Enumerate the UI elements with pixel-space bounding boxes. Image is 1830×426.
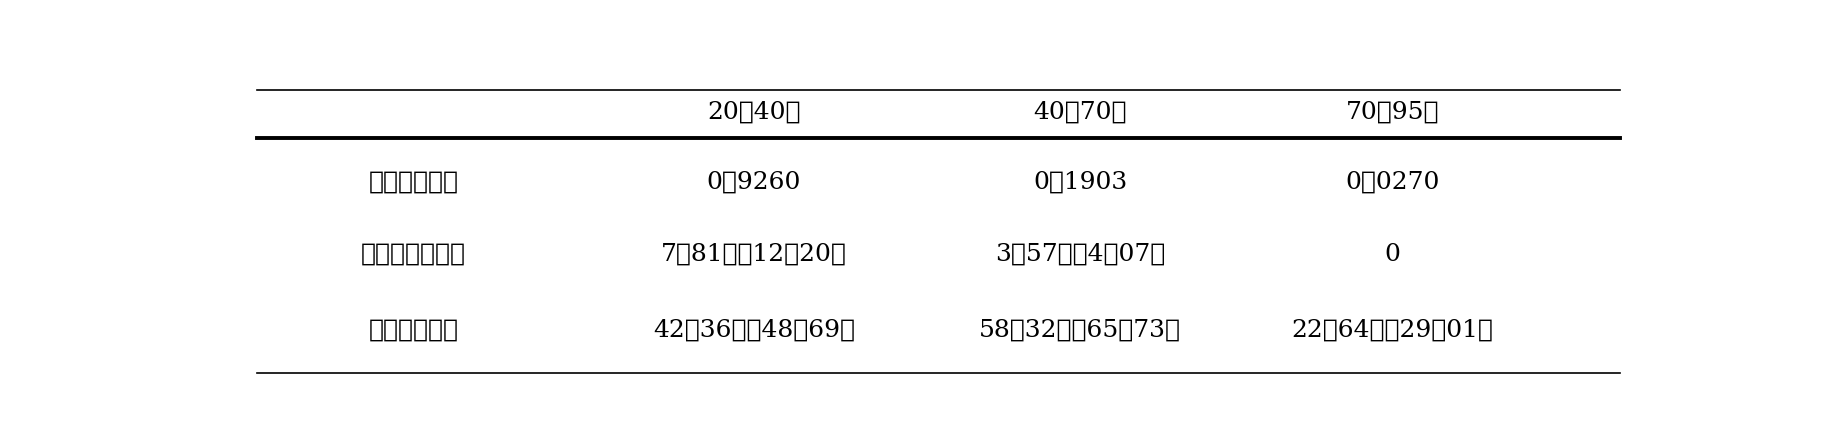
Text: 42．36％－48．69％: 42．36％－48．69％	[653, 319, 855, 341]
Text: 0．0270: 0．0270	[1345, 171, 1438, 194]
Text: 22．64％－29．01％: 22．64％－29．01％	[1290, 319, 1493, 341]
Text: 浸膏量（克）: 浸膏量（克）	[368, 171, 458, 194]
Text: 40－70％: 40－70％	[1032, 100, 1127, 123]
Text: 0．9260: 0．9260	[706, 171, 802, 194]
Text: 总黄酮的含量: 总黄酮的含量	[368, 319, 458, 341]
Text: 70－95％: 70－95％	[1345, 100, 1438, 123]
Text: 58．32％－65．73％: 58．32％－65．73％	[979, 319, 1180, 341]
Text: 0．1903: 0．1903	[1032, 171, 1127, 194]
Text: 0: 0	[1383, 243, 1400, 266]
Text: 连达香酸的含量: 连达香酸的含量	[361, 243, 465, 266]
Text: 20－40％: 20－40％	[706, 100, 800, 123]
Text: 7．81％－12．20％: 7．81％－12．20％	[661, 243, 847, 266]
Text: 3．57％－4．07％: 3．57％－4．07％	[996, 243, 1164, 266]
